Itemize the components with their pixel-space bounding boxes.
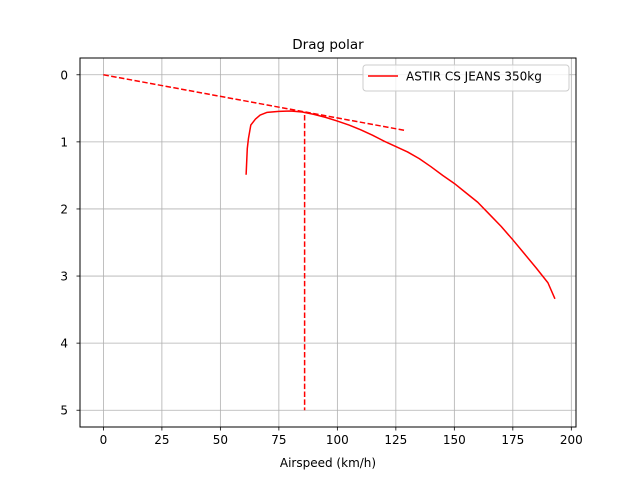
grid	[80, 58, 576, 427]
legend: ASTIR CS JEANS 350kg	[362, 64, 570, 92]
series-line	[245, 110, 556, 300]
plot-lines	[103, 74, 556, 411]
y-tick-label: 4	[60, 337, 68, 351]
legend-box	[362, 64, 570, 92]
x-tick-label: 125	[384, 433, 407, 447]
y-axis: 0 1 2 3 4 5	[60, 68, 80, 418]
x-tick-label: 75	[271, 433, 286, 447]
y-tick-label: 1	[60, 135, 68, 149]
x-tick-label: 150	[443, 433, 466, 447]
x-tick-label: 0	[100, 433, 108, 447]
x-tick-label: 25	[154, 433, 169, 447]
y-tick-label: 3	[60, 270, 68, 284]
y-tick-label: 2	[60, 202, 68, 216]
plot-frame	[79, 57, 577, 428]
x-tick-label: 200	[560, 433, 583, 447]
x-tick-label: 100	[326, 433, 349, 447]
y-tick-label: 5	[60, 404, 68, 418]
reference-line	[103, 74, 406, 132]
y-tick-label: 0	[60, 68, 68, 82]
chart-title: Drag polar	[292, 37, 364, 53]
x-axis-label: Airspeed (km/h)	[280, 456, 376, 470]
x-axis: 0 25 50 75 100 125 150 175 200	[100, 427, 583, 447]
x-tick-label: 175	[501, 433, 524, 447]
legend-label: ASTIR CS JEANS 350kg	[406, 70, 542, 84]
x-tick-label: 50	[213, 433, 228, 447]
